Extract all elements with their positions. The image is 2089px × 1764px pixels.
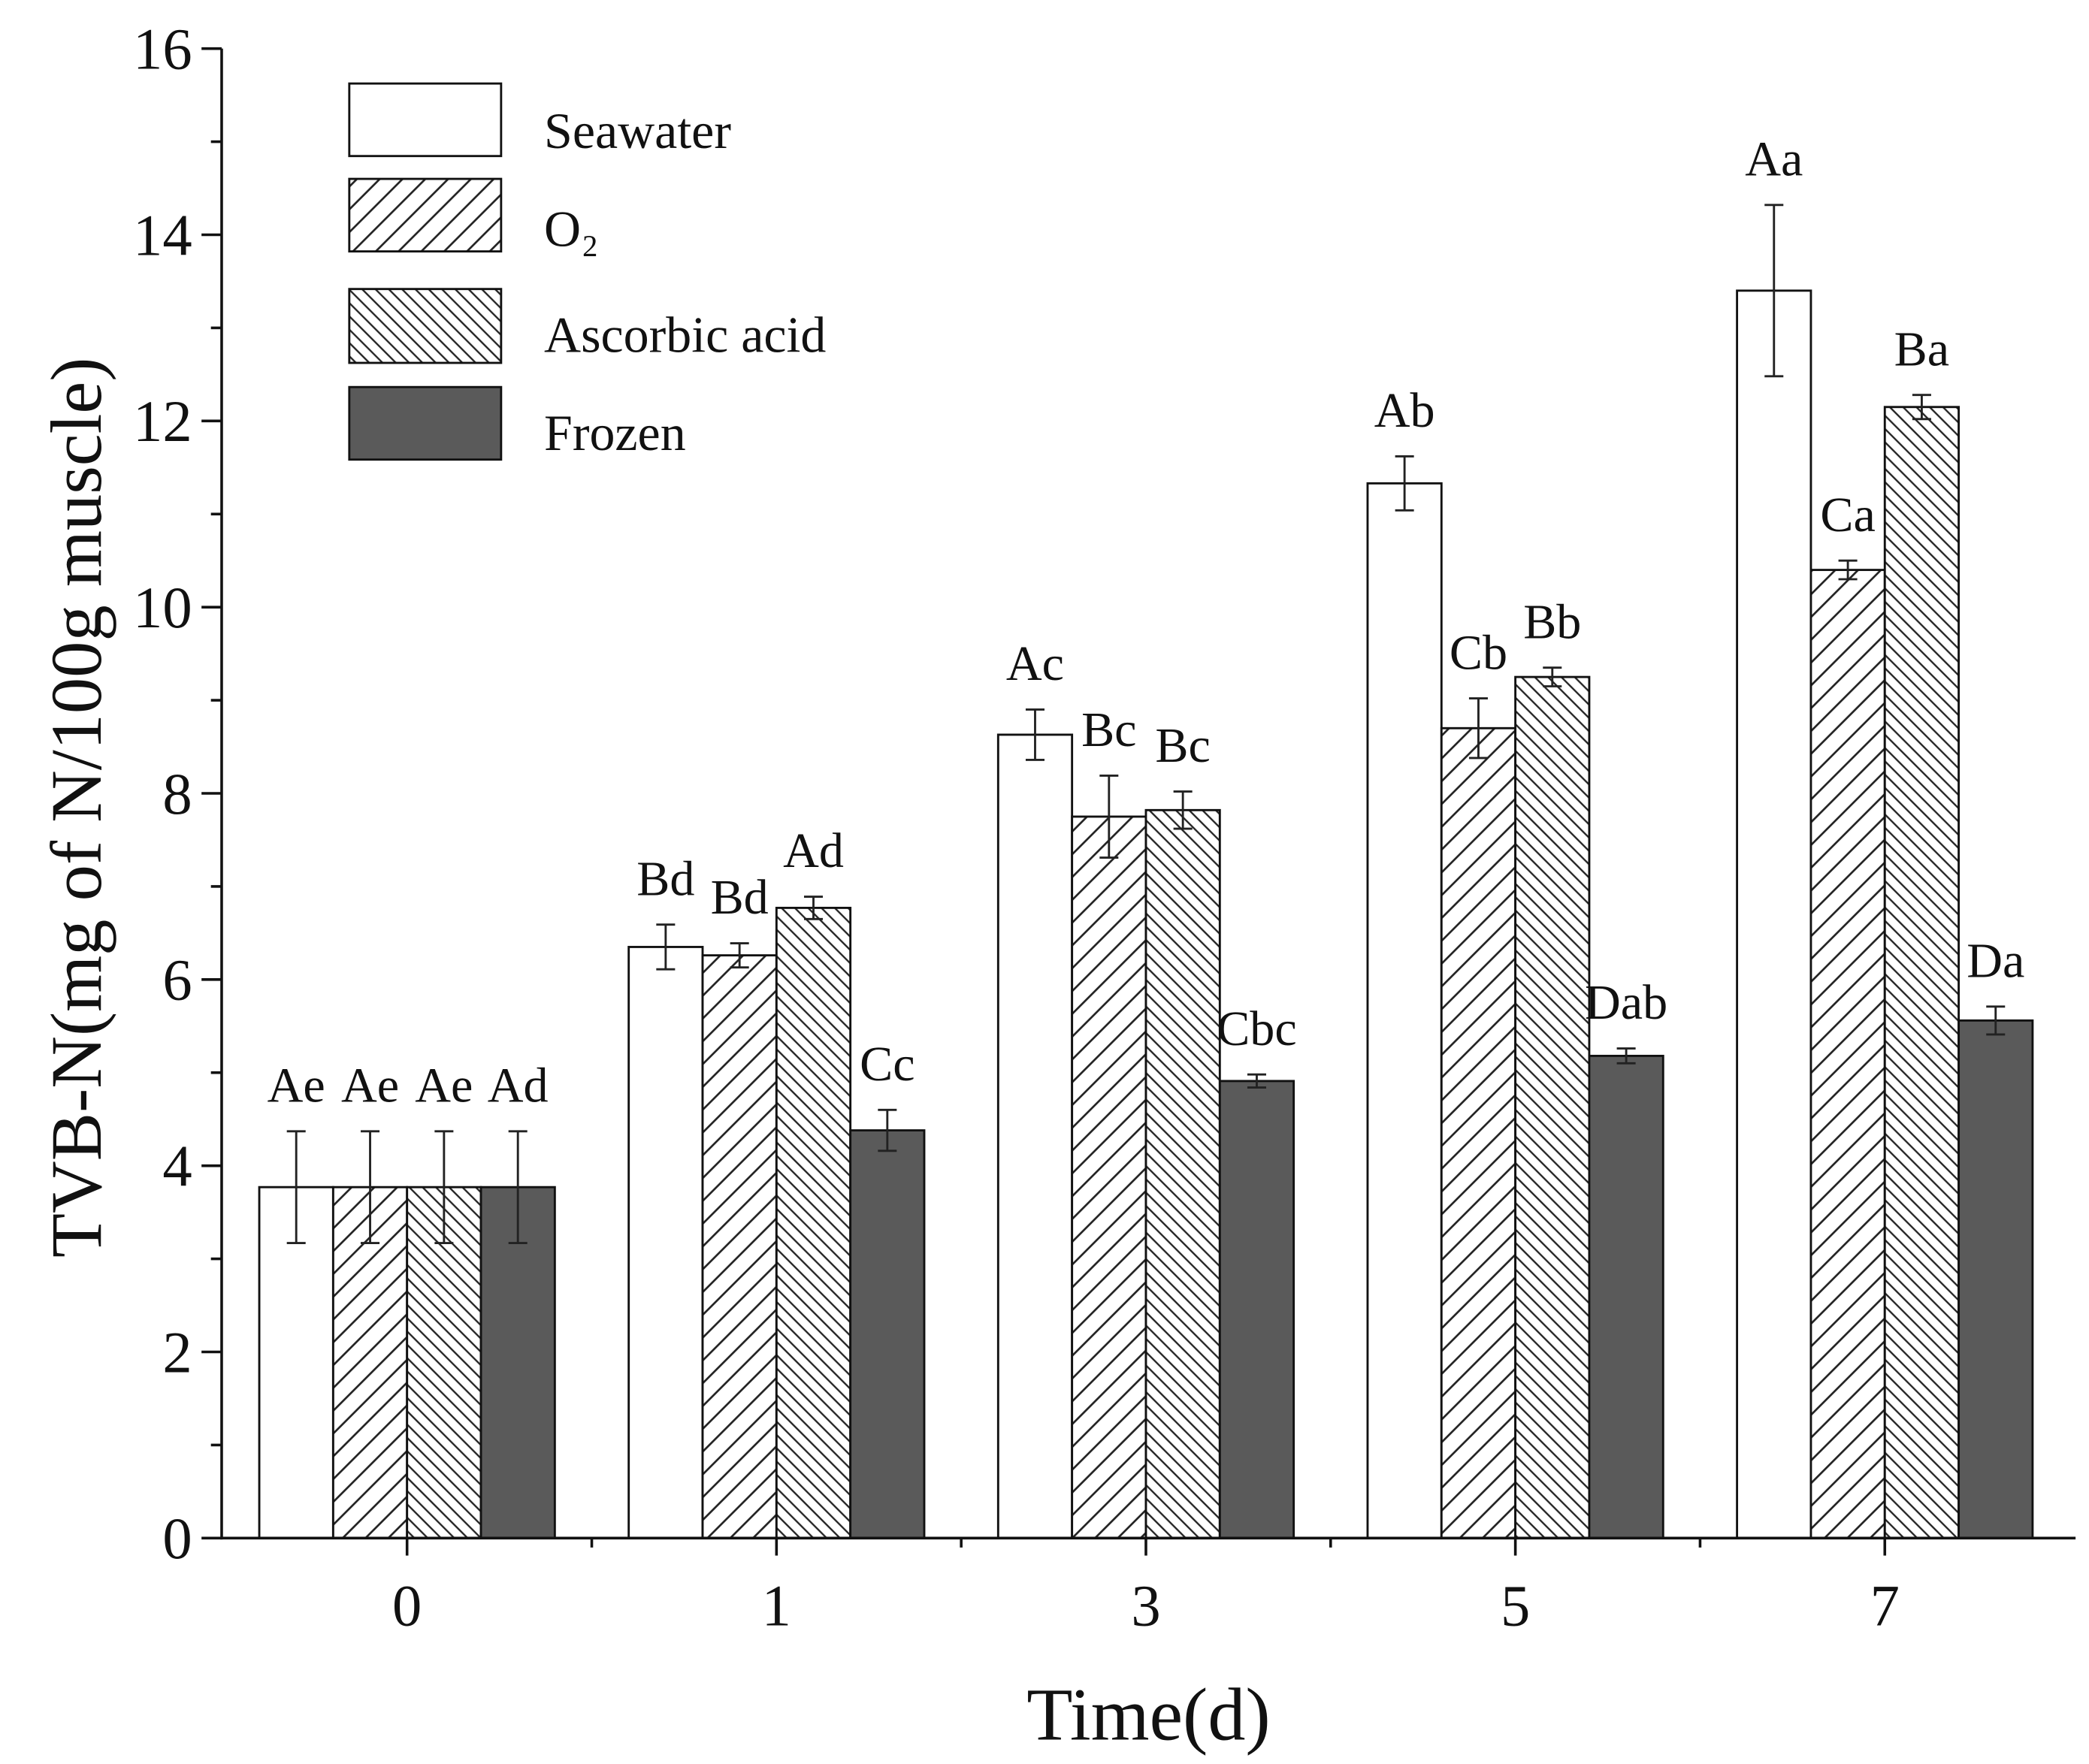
x-tick-label: 0 <box>392 1574 422 1639</box>
legend-swatch-frozen <box>348 385 503 461</box>
legend-entry-ascorbic-acid: Ascorbic acid <box>348 288 826 364</box>
bar-ascorbic-acid <box>1514 675 1591 1539</box>
error-bar <box>1468 697 1488 760</box>
significance-label: Ac <box>1006 636 1064 691</box>
significance-label: Cbc <box>1217 1001 1297 1056</box>
series-frozen: Ad Cc Cbc Dab Da <box>479 933 2034 1539</box>
bar-ascorbic-acid <box>775 906 852 1539</box>
x-tick-label: 5 <box>1501 1574 1530 1639</box>
y-tick-label: 6 <box>162 948 192 1013</box>
significance-label: Ab <box>1374 383 1435 438</box>
error-bar <box>434 1130 454 1244</box>
legend-entry-seawater: Seawater <box>348 82 731 159</box>
error-bar <box>656 923 676 971</box>
legend-label-seawater: Seawater <box>544 102 731 159</box>
error-bar <box>361 1130 380 1244</box>
legend-label-frozen: Frozen <box>544 404 686 461</box>
series-o2: Ae Bd Bc Cb Ca <box>331 488 1886 1539</box>
error-bar <box>730 942 749 969</box>
error-bar <box>1025 708 1044 761</box>
bar-seawater <box>1736 289 1812 1539</box>
y-tick-label: 14 <box>133 203 192 268</box>
significance-label: Bc <box>1081 702 1136 757</box>
error-bar <box>1838 559 1858 581</box>
significance-label: Bc <box>1155 718 1210 773</box>
bar-frozen <box>849 1129 926 1539</box>
series-seawater: Ae Bd Ac Ab Aa <box>258 132 1812 1539</box>
bar-frozen <box>479 1186 556 1539</box>
x-tick-label: 1 <box>762 1574 791 1639</box>
bar-o2 <box>1440 726 1517 1539</box>
y-tick-label: 0 <box>162 1506 192 1572</box>
x-axis-title: Time(d) <box>1026 1672 1270 1756</box>
error-bar <box>1764 204 1784 378</box>
bar-ascorbic-acid <box>1144 808 1221 1539</box>
y-tick-label: 12 <box>133 389 192 455</box>
bar-frozen <box>1588 1055 1664 1539</box>
bar-frozen <box>1957 1019 2034 1539</box>
significance-label: Ae <box>415 1058 473 1113</box>
x-tick-label: 3 <box>1131 1574 1160 1639</box>
error-bar <box>286 1130 306 1244</box>
error-bar <box>508 1130 528 1244</box>
significance-label: Bb <box>1523 594 1581 649</box>
error-bar <box>1173 790 1193 830</box>
y-tick-label: 10 <box>133 575 192 641</box>
significance-label: Ad <box>488 1058 549 1113</box>
significance-label: Ba <box>1894 322 1949 376</box>
bar-o2 <box>1071 815 1147 1539</box>
y-tick-label: 4 <box>162 1134 192 1199</box>
bar-seawater <box>627 946 704 1539</box>
bar-seawater <box>996 733 1074 1539</box>
bar-frozen <box>1218 1080 1295 1539</box>
legend-swatch-ascorbic-acid <box>348 288 503 364</box>
error-bar <box>1616 1047 1636 1065</box>
bar-o2 <box>701 954 778 1539</box>
legend-label-ascorbic-acid: Ascorbic acid <box>544 307 826 364</box>
significance-label: Dab <box>1585 975 1667 1030</box>
significance-label: Ae <box>341 1058 399 1113</box>
error-bar <box>1912 394 1931 421</box>
bar-ascorbic-acid <box>406 1186 482 1539</box>
error-bar <box>1543 666 1562 687</box>
significance-label: Ad <box>783 823 844 878</box>
error-bar <box>803 896 824 920</box>
significance-label: Bd <box>636 851 694 906</box>
significance-label: Aa <box>1745 132 1803 187</box>
y-axis-title: TVB-N(mg of N/100g muscle) <box>36 358 116 1258</box>
bar-seawater <box>258 1186 334 1539</box>
legend: Seawater O₂ Ascorbic acid Frozen <box>348 82 826 461</box>
bar-o2 <box>331 1186 409 1539</box>
error-bar <box>1395 455 1414 512</box>
error-bar <box>878 1108 897 1152</box>
significance-label: Cb <box>1450 625 1507 680</box>
legend-swatch-o2 <box>348 177 503 253</box>
bar-ascorbic-acid <box>1883 406 1961 1539</box>
error-bar <box>1099 775 1119 859</box>
significance-label: Da <box>1967 933 2024 988</box>
error-bar <box>1986 1005 2006 1036</box>
y-tick-label: 16 <box>133 17 192 82</box>
x-tick-label: 7 <box>1870 1574 1900 1639</box>
bars-layer: Ae Bd Ac Ab Aa Ae Bd Bc Cb Ca Ae Ad Bc Bb Ba Ad Cc Cbc Dab… <box>258 132 2034 1539</box>
significance-label: Ae <box>268 1058 325 1113</box>
bar-seawater <box>1366 482 1443 1539</box>
legend-label-o2: O₂ <box>544 200 599 257</box>
axes-layer: 0 2 4 6 8 10 12 14 16 0 1 3 5 7 <box>133 17 2076 1639</box>
significance-label: Cc <box>860 1037 915 1092</box>
error-bar <box>1247 1073 1266 1089</box>
y-tick-label: 2 <box>162 1320 192 1385</box>
significance-label: Bd <box>711 870 769 925</box>
y-tick-label: 8 <box>162 762 192 827</box>
legend-entry-o2: O₂ <box>348 177 599 257</box>
legend-swatch-seawater <box>348 82 503 158</box>
significance-label: Ca <box>1820 488 1875 542</box>
legend-entry-frozen: Frozen <box>348 385 686 461</box>
bar-o2 <box>1809 569 1886 1539</box>
